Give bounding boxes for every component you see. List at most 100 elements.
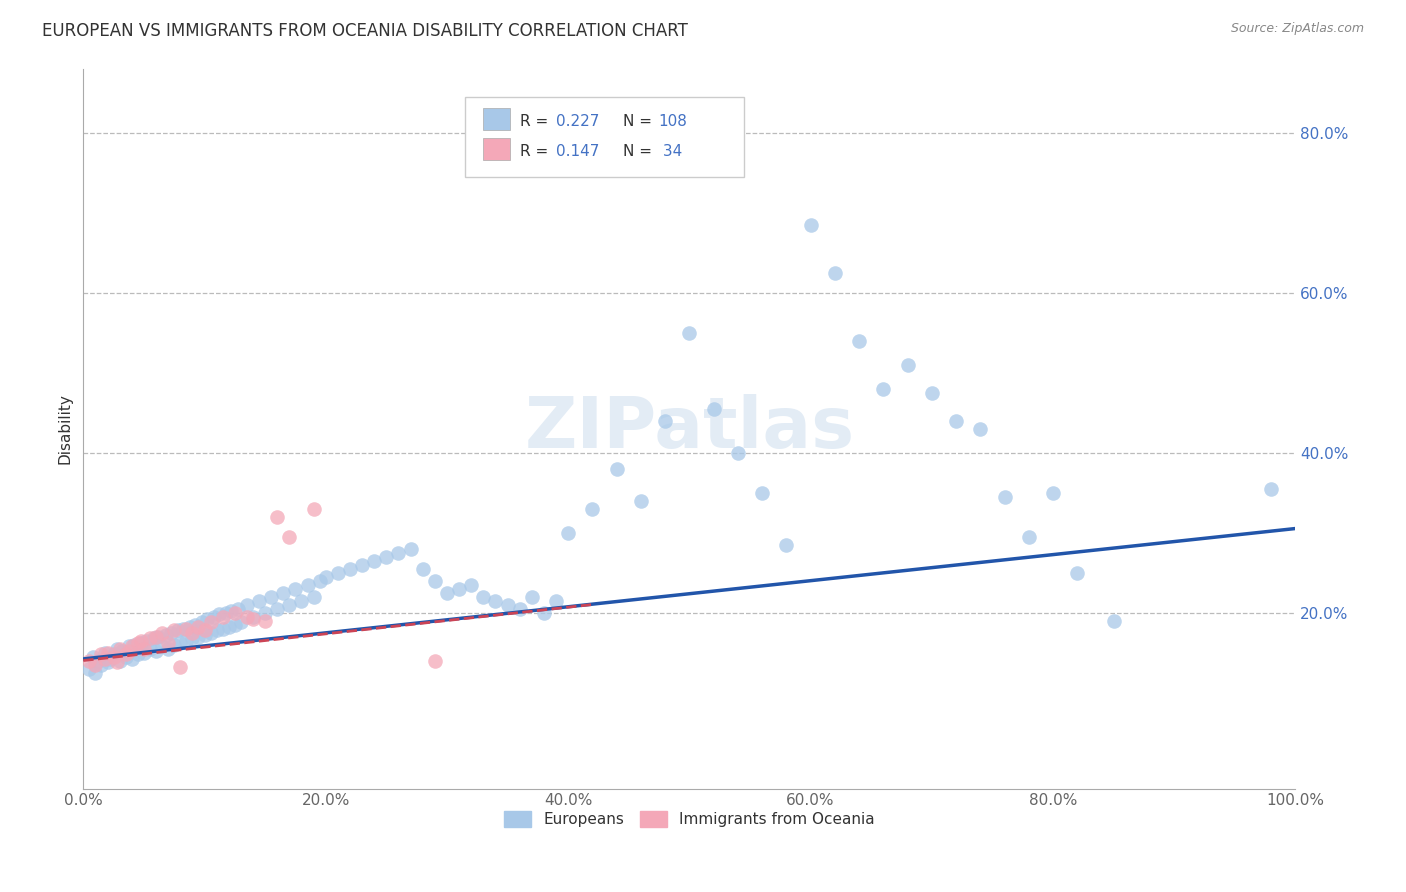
Point [159,625,181,640]
Point [271,585,294,599]
Point [484,593,506,607]
Point [654,413,676,427]
Point [1066,566,1088,580]
Legend: Europeans, Immigrants from Oceania: Europeans, Immigrants from Oceania [496,804,883,835]
Point [224,606,246,620]
Text: N =: N = [623,144,657,159]
Text: 108: 108 [658,113,686,128]
Point [135,633,157,648]
Text: ZIPatlas: ZIPatlas [524,394,855,463]
Point [242,609,264,624]
Point [132,646,155,660]
Point [436,585,458,599]
Point [247,593,270,607]
Point [184,617,207,632]
Point [205,623,228,637]
Point [82,649,104,664]
Point [121,652,143,666]
Point [824,266,846,280]
Point [751,485,773,500]
Text: N =: N = [623,113,657,128]
Point [179,620,201,634]
Point [155,628,177,642]
Point [412,561,434,575]
Point [145,630,167,644]
Point [202,609,225,624]
Point [166,623,188,637]
Text: R =: R = [520,113,553,128]
Point [284,582,307,596]
Point [290,593,312,607]
Point [191,615,214,629]
Point [187,630,209,644]
Point [557,525,579,540]
Point [98,652,121,666]
Point [278,598,301,612]
Point [302,501,325,516]
Point [193,623,215,637]
Point [969,421,991,435]
Point [278,529,301,543]
Point [127,647,149,661]
Point [132,641,155,656]
Point [187,620,209,634]
Point [703,401,725,416]
Point [993,490,1015,504]
Point [896,358,918,372]
Point [352,558,374,572]
Text: 0.227: 0.227 [555,113,599,128]
Point [606,461,628,475]
Point [181,631,204,645]
Text: EUROPEAN VS IMMIGRANTS FROM OCEANIA DISABILITY CORRELATION CHART: EUROPEAN VS IMMIGRANTS FROM OCEANIA DISA… [42,22,688,40]
Point [163,623,186,637]
FancyBboxPatch shape [465,97,744,177]
Point [800,218,823,232]
Point [921,385,943,400]
Point [200,625,222,640]
Point [254,614,277,628]
Point [79,653,101,667]
Point [139,631,162,645]
Point [105,655,128,669]
Point [496,598,519,612]
Point [84,657,107,672]
Point [94,652,117,666]
Point [236,598,259,612]
Point [131,636,153,650]
Point [79,661,101,675]
Point [848,334,870,348]
Point [727,445,749,459]
Point [211,622,233,636]
Point [375,549,398,564]
Point [423,574,446,588]
Point [229,615,252,629]
Point [266,509,288,524]
Point [1260,482,1282,496]
Point [169,636,191,650]
Point [200,615,222,629]
Point [121,639,143,653]
Point [945,413,967,427]
Point [326,566,349,580]
Point [208,607,231,621]
Text: Source: ZipAtlas.com: Source: ZipAtlas.com [1230,22,1364,36]
Point [163,638,186,652]
Point [1042,485,1064,500]
Point [195,612,218,626]
Point [1102,614,1125,628]
Point [472,590,495,604]
Point [181,625,204,640]
Point [211,609,233,624]
Point [297,577,319,591]
Point [103,647,125,661]
Point [219,604,242,618]
Point [509,601,531,615]
Point [872,382,894,396]
Point [145,644,167,658]
Point [84,665,107,680]
Point [96,655,118,669]
Point [114,647,136,661]
Text: 0.147: 0.147 [555,144,599,159]
Point [224,617,246,632]
Point [544,593,567,607]
